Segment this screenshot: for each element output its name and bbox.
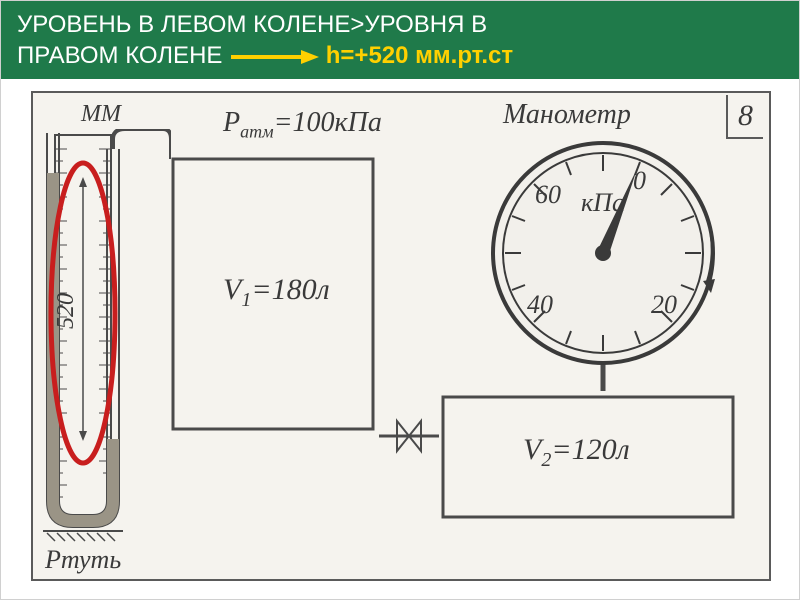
card-number: 8	[726, 95, 763, 139]
v1-label: V1=180л	[223, 273, 330, 312]
manometer-height-text: 520	[53, 293, 79, 329]
mercury-label: Ртуть	[45, 545, 121, 575]
svg-text:0: 0	[633, 166, 646, 195]
title-line1: УРОВЕНЬ В ЛЕВОМ КОЛЕНЕ>УРОВНЯ В	[17, 11, 487, 38]
svg-text:60: 60	[535, 180, 561, 209]
svg-text:20: 20	[651, 290, 677, 319]
p-atm-label: Pатм=100кПа	[223, 107, 382, 143]
pressure-gauge: кПа 0 20 40 60	[483, 133, 723, 393]
arrow-icon	[229, 49, 319, 65]
svg-text:40: 40	[527, 290, 553, 319]
valve-icon	[379, 411, 439, 461]
slide-title: УРОВЕНЬ В ЛЕВОМ КОЛЕНЕ>УРОВНЯ В ПРАВОМ К…	[1, 1, 799, 79]
u-tube-manometer: 520	[41, 129, 171, 549]
diagram-container: 8 ММ Pатм=100кПа Манометр	[31, 91, 771, 581]
title-highlight: h=+520 мм.рт.ст	[326, 42, 513, 69]
v2-label: V2=120л	[523, 433, 630, 472]
mm-label: ММ	[81, 101, 121, 128]
manometer-label: Манометр	[503, 99, 631, 131]
title-line2-prefix: ПРАВОМ КОЛЕНЕ	[17, 42, 222, 69]
